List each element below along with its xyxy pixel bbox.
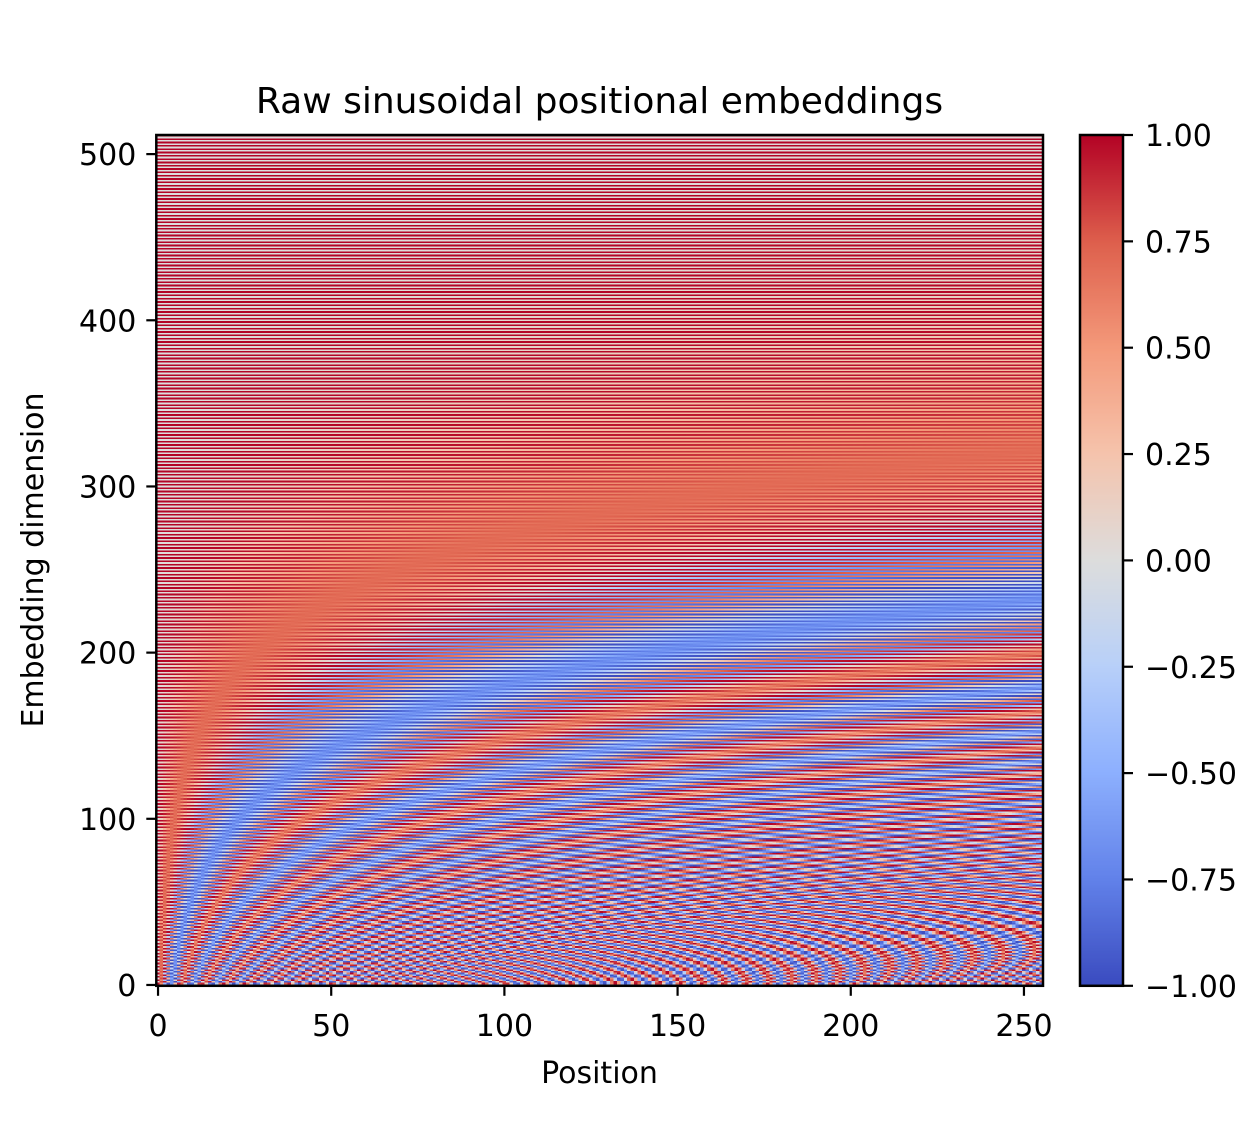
colorbar-tick-label: 0.00 (1145, 544, 1212, 579)
x-tick-label: 0 (148, 1009, 167, 1044)
y-tick-label: 200 (79, 637, 136, 672)
x-tick-label: 100 (476, 1009, 533, 1044)
colorbar-axis: −1.00 −0.75 −0.50 −0.25 0.00 0.25 0.50 0.75 1.00 (1123, 119, 1237, 1005)
y-tick-label: 400 (79, 304, 136, 339)
colorbar-tick-label: 0.75 (1145, 225, 1212, 260)
colorbar-tick-label: −1.00 (1145, 970, 1237, 1005)
x-tick-label: 150 (649, 1009, 706, 1044)
colorbar-tick-label: −0.75 (1145, 863, 1237, 898)
x-axis: 0 50 100 150 200 250 (148, 985, 1053, 1044)
y-tick-label: 100 (79, 803, 136, 838)
colorbar-tick-label: −0.50 (1145, 757, 1237, 792)
colorbar-tick-label: 0.50 (1145, 332, 1212, 367)
x-axis-label: Position (541, 1056, 658, 1091)
y-tick-label: 500 (79, 138, 136, 173)
y-tick-label: 300 (79, 470, 136, 505)
chart-title: Raw sinusoidal positional embeddings (256, 81, 943, 122)
x-tick-label: 200 (822, 1009, 879, 1044)
colorbar-tick-label: −0.25 (1145, 651, 1237, 686)
colorbar-frame (1078, 133, 1125, 988)
x-tick-label: 50 (312, 1009, 350, 1044)
colorbar-tick-label: 0.25 (1145, 438, 1212, 473)
y-tick-label: 0 (117, 969, 136, 1004)
y-axis-label: Embedding dimension (16, 392, 51, 727)
x-tick-label: 250 (995, 1009, 1052, 1044)
plot-frame (155, 133, 1045, 988)
colorbar-tick-label: 1.00 (1145, 119, 1212, 154)
y-axis: 0 100 200 300 400 500 (79, 138, 157, 1004)
heatmap-image (156, 135, 1043, 986)
colorbar-gradient (1080, 135, 1123, 986)
